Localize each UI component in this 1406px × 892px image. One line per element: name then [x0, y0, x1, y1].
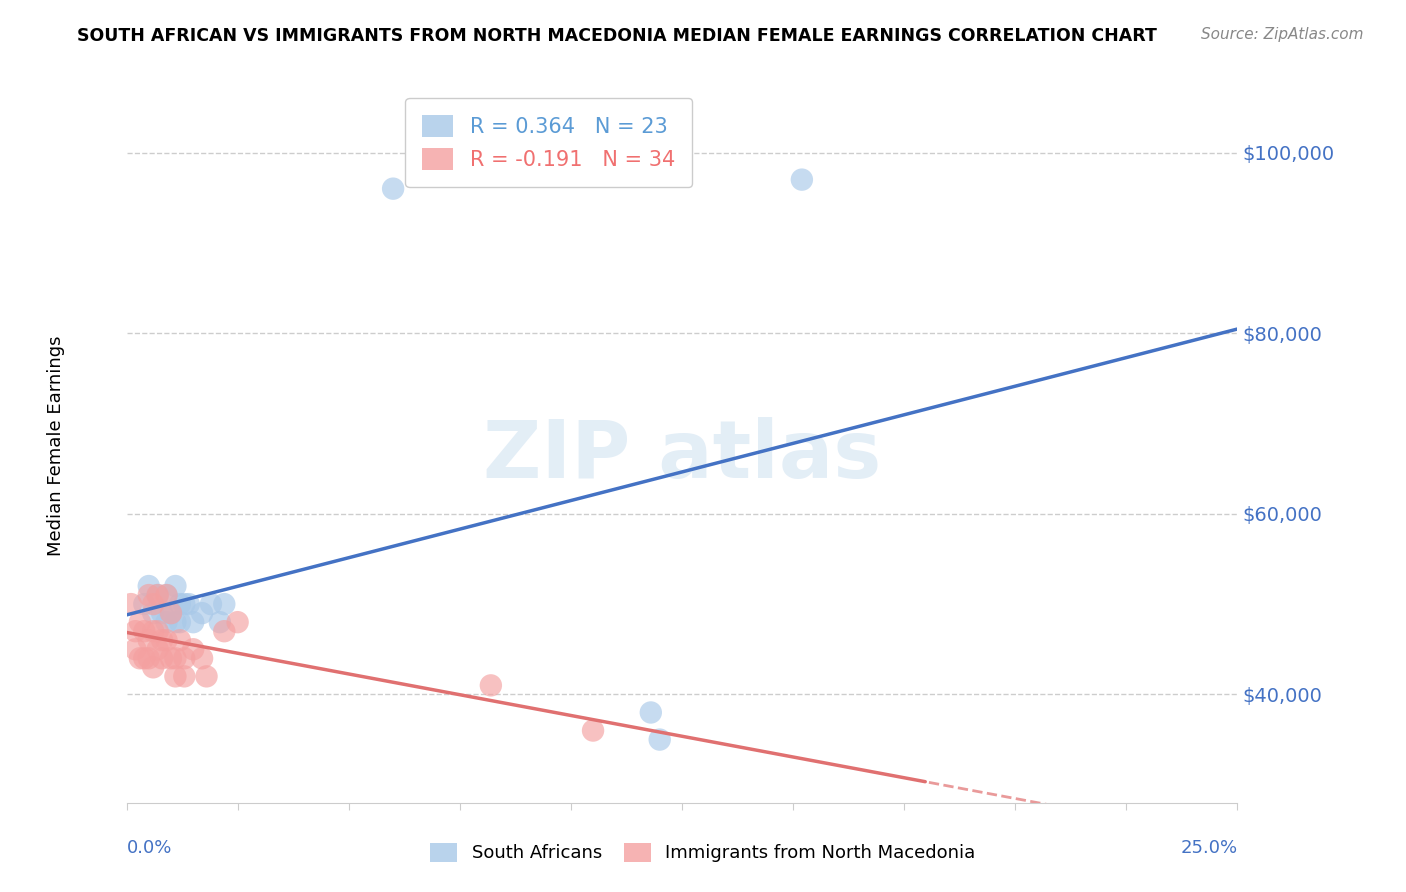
Point: [191, 606, 214, 620]
Point: [208, 615, 231, 630]
Text: Median Female Earnings: Median Female Earnings: [48, 335, 65, 557]
Point: [138, 651, 160, 665]
Point: [169, 615, 191, 630]
Point: [479, 678, 502, 692]
Point: [150, 606, 173, 620]
Point: [142, 597, 165, 611]
Text: SOUTH AFRICAN VS IMMIGRANTS FROM NORTH MACEDONIA MEDIAN FEMALE EARNINGS CORRELAT: SOUTH AFRICAN VS IMMIGRANTS FROM NORTH M…: [77, 27, 1157, 45]
Point: [582, 723, 605, 738]
Point: [142, 624, 165, 639]
Point: [142, 660, 165, 674]
Point: [146, 588, 169, 602]
Point: [155, 633, 177, 648]
Point: [169, 597, 191, 611]
Text: 0.0%: 0.0%: [127, 838, 172, 857]
Point: [155, 615, 177, 630]
Point: [195, 669, 218, 683]
Point: [146, 624, 169, 639]
Point: [142, 606, 165, 620]
Text: ZIP atlas: ZIP atlas: [482, 417, 882, 495]
Point: [146, 588, 169, 602]
Point: [160, 606, 183, 620]
Point: [134, 624, 156, 639]
Point: [128, 615, 150, 630]
Point: [138, 579, 160, 593]
Text: Source: ZipAtlas.com: Source: ZipAtlas.com: [1201, 27, 1364, 42]
Point: [165, 615, 187, 630]
Point: [124, 642, 146, 657]
Point: [790, 172, 813, 186]
Point: [134, 651, 156, 665]
Point: [120, 597, 142, 611]
Text: 25.0%: 25.0%: [1180, 838, 1237, 857]
Point: [173, 669, 195, 683]
Point: [226, 615, 249, 630]
Point: [160, 651, 183, 665]
Legend: South Africans, Immigrants from North Macedonia: South Africans, Immigrants from North Ma…: [423, 836, 983, 870]
Point: [155, 588, 177, 602]
Point: [214, 597, 236, 611]
Point: [191, 651, 214, 665]
Point: [124, 624, 146, 639]
Point: [150, 651, 173, 665]
Point: [165, 579, 187, 593]
Point: [177, 597, 200, 611]
Point: [128, 651, 150, 665]
Point: [165, 669, 187, 683]
Point: [181, 615, 204, 630]
Point: [160, 606, 183, 620]
Point: [165, 651, 187, 665]
Point: [138, 588, 160, 602]
Point: [382, 181, 405, 195]
Point: [214, 624, 236, 639]
Point: [173, 651, 195, 665]
Point: [146, 642, 169, 657]
Point: [200, 597, 222, 611]
Point: [181, 642, 204, 657]
Point: [155, 588, 177, 602]
Point: [134, 597, 156, 611]
Point: [173, 597, 195, 611]
Point: [169, 633, 191, 648]
Point: [150, 633, 173, 648]
Point: [640, 706, 662, 720]
Point: [648, 732, 671, 747]
Point: [138, 633, 160, 648]
Legend: R = 0.364   N = 23, R = -0.191   N = 34: R = 0.364 N = 23, R = -0.191 N = 34: [405, 98, 692, 187]
